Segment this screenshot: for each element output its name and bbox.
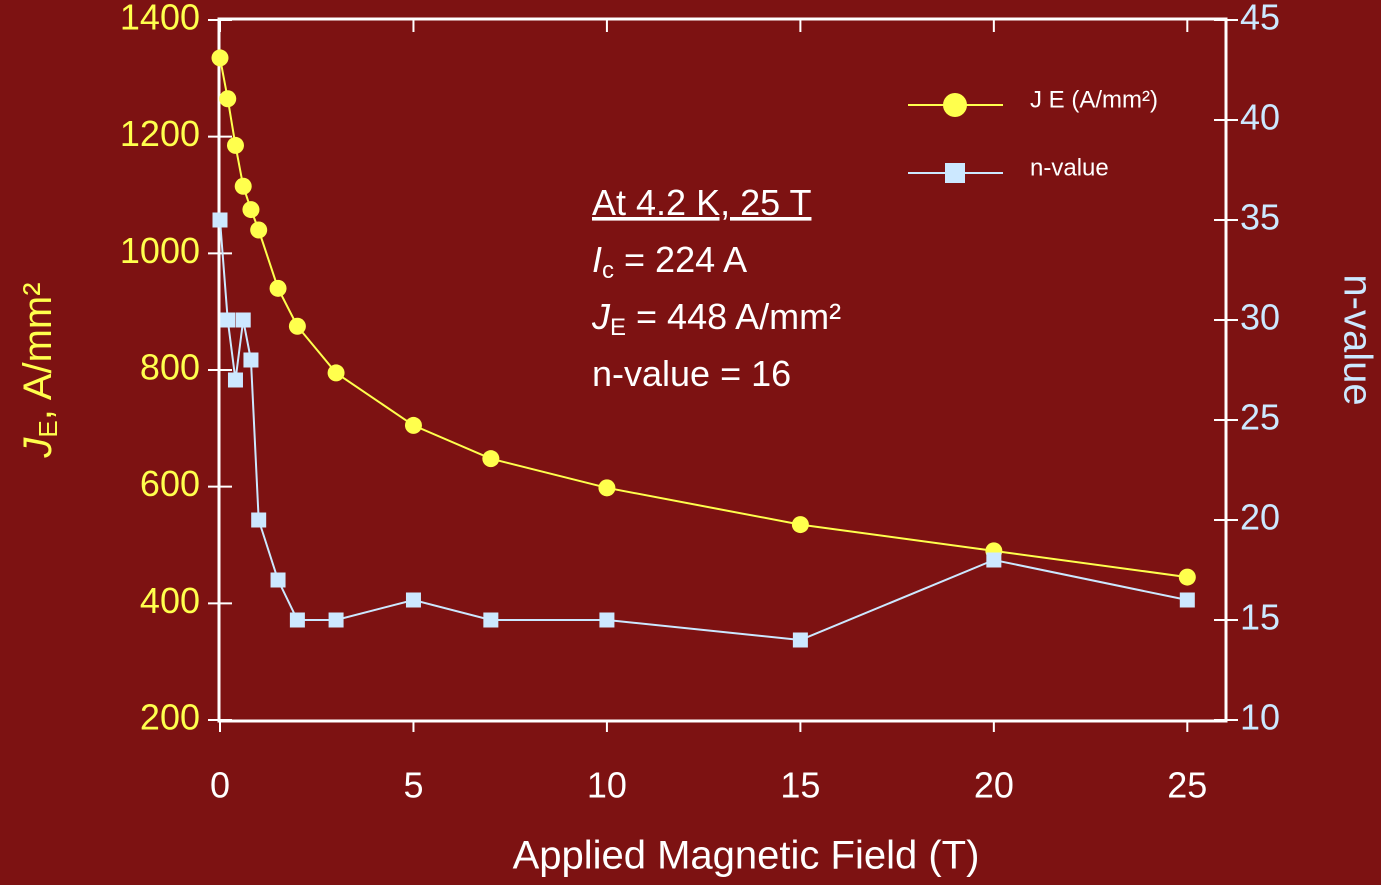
marker: [329, 613, 344, 628]
annotation-subscript: E: [610, 314, 626, 341]
marker: [328, 364, 345, 381]
x-tick-label: 20: [974, 765, 1014, 806]
legend-label: J E (A/mm²): [1030, 86, 1158, 113]
y2-tick-label: 20: [1240, 497, 1280, 538]
annotation-text: = 448 A/mm²: [626, 296, 841, 337]
y-label-subscript: E: [33, 420, 63, 437]
y-label-text: , A/mm²: [16, 282, 60, 420]
marker: [943, 93, 967, 117]
marker: [270, 280, 287, 297]
y2-tick-label: 25: [1240, 397, 1280, 438]
x-tick-label: 25: [1167, 765, 1207, 806]
y-tick-label: 1400: [120, 0, 200, 38]
y-label-symbol: J: [16, 437, 60, 459]
marker: [598, 479, 615, 496]
marker: [289, 318, 306, 335]
marker: [243, 353, 258, 368]
marker: [242, 201, 259, 218]
y2-tick-label: 10: [1240, 697, 1280, 738]
marker: [236, 313, 251, 328]
y-tick-label: 400: [140, 580, 200, 621]
marker: [228, 373, 243, 388]
background: [0, 0, 1381, 885]
marker: [406, 593, 421, 608]
annotation-symbol: J: [591, 296, 611, 337]
marker: [290, 613, 305, 628]
marker: [793, 633, 808, 648]
marker: [235, 178, 252, 195]
marker: [405, 417, 422, 434]
x-tick-label: 0: [210, 765, 230, 806]
y-tick-label: 1000: [120, 230, 200, 271]
x-tick-label: 10: [587, 765, 627, 806]
marker: [213, 213, 228, 228]
annotation: Ic = 224 A: [592, 239, 747, 285]
y2-tick-label: 40: [1240, 97, 1280, 138]
x-tick-label: 5: [403, 765, 423, 806]
y2-tick-label: 15: [1240, 597, 1280, 638]
annotation-text: n-value = 16: [592, 353, 791, 394]
y2-tick-label: 35: [1240, 197, 1280, 238]
marker: [271, 573, 286, 588]
annotation-text: = 224 A: [614, 239, 747, 280]
marker: [250, 222, 267, 239]
marker: [220, 313, 235, 328]
marker: [1180, 593, 1195, 608]
x-axis-label: Applied Magnetic Field (T): [513, 834, 980, 878]
marker: [986, 553, 1001, 568]
y2-axis-label: n-value: [1335, 274, 1379, 405]
annotation-subscript: c: [602, 257, 614, 284]
annotation: At 4.2 K, 25 T: [592, 182, 811, 223]
annotation-symbol: I: [592, 239, 602, 280]
marker: [251, 513, 266, 528]
y2-tick-label: 30: [1240, 297, 1280, 338]
y-tick-label: 1200: [120, 113, 200, 154]
y-tick-label: 200: [140, 697, 200, 738]
marker: [945, 163, 965, 183]
marker: [1179, 569, 1196, 586]
marker: [482, 450, 499, 467]
marker: [219, 90, 236, 107]
marker: [212, 49, 229, 66]
marker: [483, 613, 498, 628]
marker: [792, 516, 809, 533]
marker: [599, 613, 614, 628]
annotation-text: At 4.2 K, 25 T: [592, 182, 811, 223]
legend-label: n-value: [1030, 154, 1109, 181]
annotation: JE = 448 A/mm²: [591, 296, 841, 342]
annotation: n-value = 16: [592, 353, 791, 394]
y2-tick-label: 45: [1240, 0, 1280, 38]
x-tick-label: 15: [780, 765, 820, 806]
marker: [227, 137, 244, 154]
chart: Applied Magnetic Field (T) JE, A/mm² n-v…: [0, 0, 1381, 885]
y-tick-label: 800: [140, 347, 200, 388]
y-tick-label: 600: [140, 463, 200, 504]
